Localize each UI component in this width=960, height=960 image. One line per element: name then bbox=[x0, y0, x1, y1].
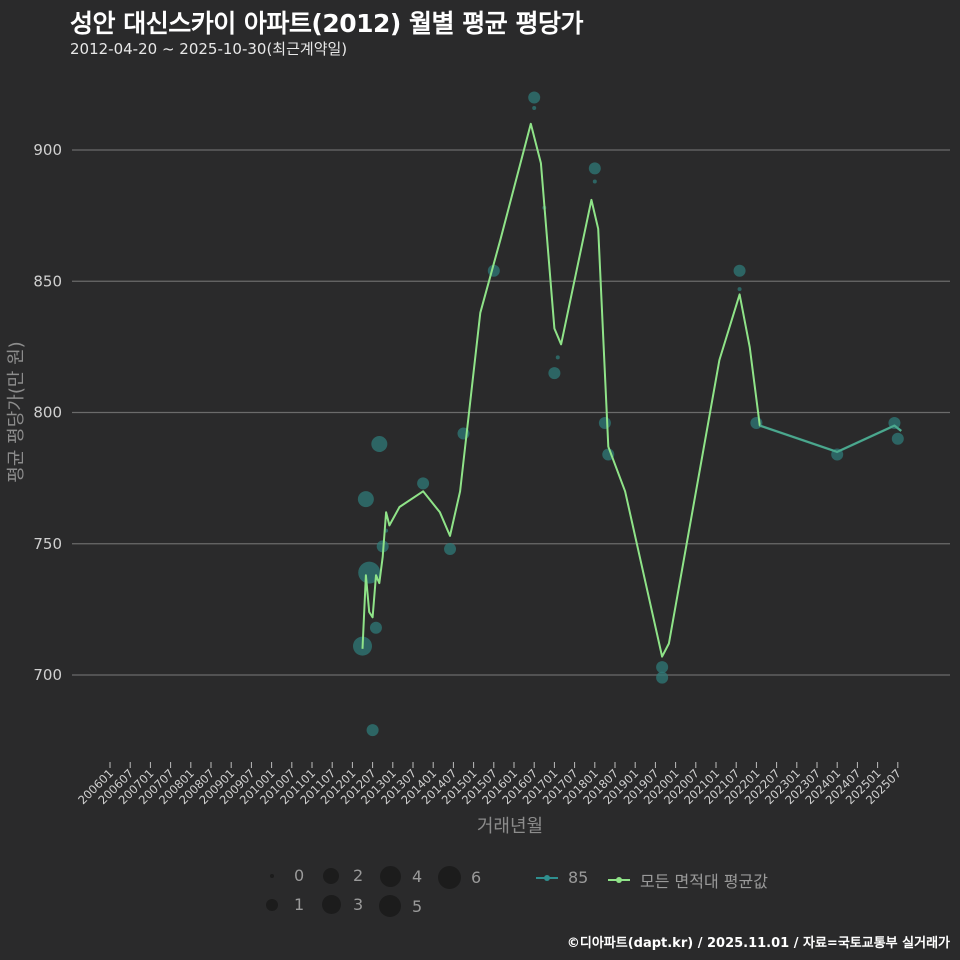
data-point[interactable] bbox=[656, 661, 669, 674]
data-point[interactable] bbox=[588, 162, 601, 175]
data-point[interactable] bbox=[733, 264, 746, 277]
size-legend-label: 0 bbox=[294, 866, 305, 885]
size-legend-item: 1 bbox=[260, 895, 304, 914]
data-point[interactable] bbox=[737, 287, 742, 292]
data-point[interactable] bbox=[417, 477, 430, 490]
source-credit: ©디아파트(dapt.kr) / 2025.11.01 / 자료=국토교통부 실… bbox=[566, 936, 950, 951]
chart-subtitle: 2012-04-20 ~ 2025-10-30(최근계약일) bbox=[70, 40, 348, 58]
size-legend-item: 2 bbox=[319, 866, 363, 885]
data-point[interactable] bbox=[444, 543, 457, 555]
size-legend-label: 3 bbox=[353, 895, 364, 914]
y-axis-label: 평균 평당가(만 원) bbox=[6, 341, 27, 482]
data-point[interactable] bbox=[598, 417, 611, 429]
gridlines bbox=[72, 149, 950, 676]
data-point[interactable] bbox=[555, 355, 560, 360]
data-point[interactable] bbox=[532, 106, 537, 110]
legend-item-average[interactable]: 모든 면적대 평균값 bbox=[608, 868, 768, 892]
size-legend-label: 1 bbox=[294, 895, 305, 914]
y-tick-label: 750 bbox=[33, 535, 62, 553]
average-line bbox=[361, 122, 902, 658]
data-point[interactable] bbox=[750, 417, 763, 429]
size-legend-item: 5 bbox=[378, 895, 422, 917]
data-point[interactable] bbox=[891, 432, 904, 445]
y-tick-label: 850 bbox=[33, 272, 62, 290]
y-axis-ticks: 700 750 800 850 900 bbox=[33, 141, 62, 684]
data-point[interactable] bbox=[358, 561, 381, 584]
data-point[interactable] bbox=[602, 448, 615, 461]
series-85-swatch-icon bbox=[536, 874, 558, 881]
size-dot-icon bbox=[321, 895, 341, 914]
data-point[interactable] bbox=[592, 179, 597, 184]
size-legend-item: 6 bbox=[437, 866, 481, 889]
size-legend-label: 2 bbox=[353, 866, 364, 885]
size-legend-label: 5 bbox=[412, 896, 423, 916]
size-dot-icon bbox=[266, 898, 278, 911]
size-legend-item: 0 bbox=[260, 866, 304, 885]
legend: 0 1 2 3 4 5 6 85 모든 면적대 평균값 bbox=[260, 860, 820, 926]
data-point[interactable] bbox=[528, 91, 541, 104]
size-dot-icon bbox=[379, 866, 401, 887]
data-point[interactable] bbox=[366, 724, 379, 737]
size-legend-label: 4 bbox=[412, 867, 423, 886]
data-point[interactable] bbox=[656, 671, 669, 684]
average-swatch-icon bbox=[608, 877, 630, 883]
data-point[interactable] bbox=[357, 491, 374, 508]
legend-label-85: 85 bbox=[568, 868, 589, 887]
size-dot-icon bbox=[270, 873, 274, 878]
average-line-path bbox=[361, 122, 902, 658]
x-axis-label: 거래년월 bbox=[477, 816, 543, 837]
legend-item-85[interactable]: 85 bbox=[536, 868, 588, 887]
y-tick-label: 900 bbox=[33, 141, 62, 159]
y-tick-label: 800 bbox=[33, 404, 62, 422]
data-point[interactable] bbox=[548, 367, 561, 380]
size-legend-label: 6 bbox=[471, 868, 482, 887]
size-dot-icon bbox=[323, 867, 339, 884]
size-legend-item: 4 bbox=[378, 866, 422, 887]
data-point[interactable] bbox=[369, 621, 382, 634]
size-legend-item: 3 bbox=[319, 895, 363, 914]
data-point[interactable] bbox=[371, 436, 388, 452]
y-tick-label: 700 bbox=[33, 666, 62, 684]
x-axis-ticks: 2006012006072007012007072008012008072009… bbox=[75, 762, 904, 807]
size-dot-icon bbox=[437, 866, 461, 889]
chart-title: 성안 대신스카이 아파트(2012) 월별 평균 평당가 bbox=[70, 9, 583, 38]
series-85-points bbox=[353, 91, 904, 737]
legend-label-average: 모든 면적대 평균값 bbox=[640, 872, 768, 891]
series-85-line bbox=[759, 424, 902, 454]
size-dot-icon bbox=[379, 895, 401, 917]
